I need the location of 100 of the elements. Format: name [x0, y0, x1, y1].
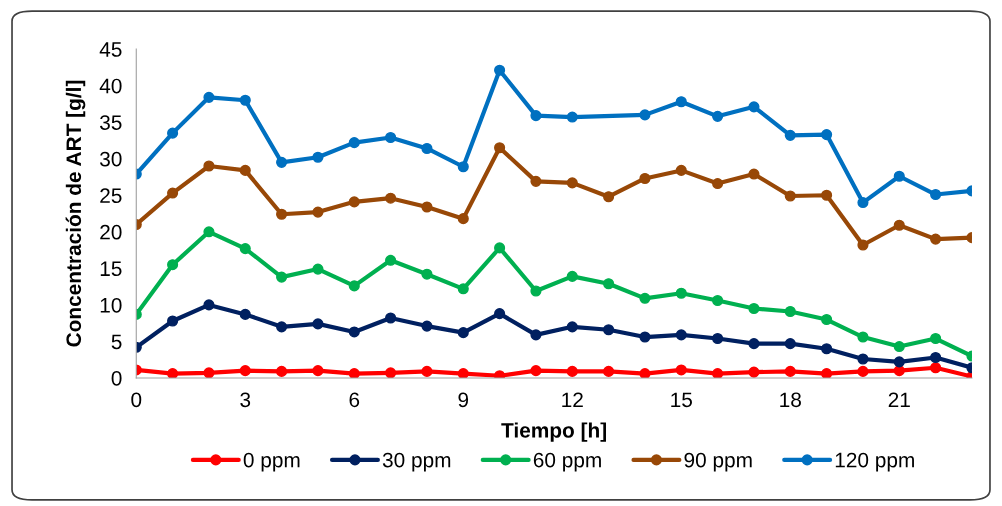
point	[857, 197, 869, 209]
point	[566, 270, 578, 282]
y-tick-label: 25	[100, 188, 122, 204]
point	[167, 127, 179, 139]
point	[784, 365, 796, 377]
point	[457, 213, 469, 225]
point	[276, 321, 288, 333]
point	[930, 332, 942, 345]
y-tick-label: 35	[100, 115, 122, 130]
point	[675, 164, 687, 176]
point	[385, 312, 397, 324]
point	[385, 254, 397, 266]
y-tick-label: 10	[100, 297, 122, 313]
y-tick-label: 40	[99, 78, 122, 94]
point	[748, 302, 760, 315]
point	[457, 368, 469, 378]
x-tick-label: 0	[131, 392, 142, 408]
x-tick-label: 12	[562, 392, 583, 407]
point	[203, 91, 215, 103]
y-tick-label: 45	[99, 42, 122, 57]
point	[603, 365, 615, 377]
point	[930, 351, 942, 364]
point	[494, 242, 506, 254]
point	[748, 366, 760, 378]
point	[530, 365, 542, 377]
point	[530, 285, 542, 297]
point	[639, 172, 651, 185]
point	[930, 233, 942, 245]
point	[239, 94, 251, 106]
point	[312, 151, 324, 163]
point	[203, 299, 215, 311]
point	[167, 187, 179, 199]
point	[348, 196, 360, 208]
point	[421, 142, 433, 155]
x-tick-label: 9	[458, 392, 469, 408]
point	[239, 308, 251, 320]
point	[603, 324, 615, 336]
point	[312, 318, 324, 330]
point	[385, 192, 397, 204]
point	[457, 161, 469, 173]
point	[239, 164, 251, 176]
point	[239, 243, 251, 255]
point	[893, 340, 905, 353]
legend-label: 60 ppm	[533, 452, 601, 472]
point	[566, 111, 578, 123]
point	[821, 343, 833, 355]
point	[675, 96, 687, 108]
point	[566, 321, 578, 333]
point	[203, 226, 215, 238]
y-tick-label: 0	[111, 370, 122, 386]
point	[784, 338, 796, 350]
point	[348, 137, 360, 149]
point	[857, 365, 869, 377]
point	[712, 178, 724, 190]
point	[639, 331, 651, 343]
point	[603, 278, 615, 290]
point	[639, 368, 651, 378]
point	[821, 129, 833, 141]
point	[784, 129, 796, 141]
point	[276, 365, 288, 377]
point	[494, 308, 506, 320]
y-tick-label: 20	[100, 224, 122, 240]
point	[276, 208, 288, 220]
point	[566, 365, 578, 377]
x-tick-label: 3	[240, 392, 251, 408]
point	[276, 156, 288, 168]
point	[494, 64, 506, 76]
point	[312, 263, 324, 275]
point	[312, 365, 324, 377]
y-tick-label: 30	[100, 151, 122, 167]
point	[748, 168, 760, 180]
point	[421, 201, 433, 213]
point	[385, 367, 397, 378]
point	[348, 280, 360, 292]
point	[675, 329, 687, 341]
point	[530, 329, 542, 341]
x-tick-label: 18	[780, 392, 801, 408]
point	[712, 368, 724, 378]
y-tick-label: 5	[111, 334, 122, 350]
point	[857, 353, 869, 365]
point	[893, 170, 905, 182]
point	[167, 368, 179, 378]
point	[312, 206, 324, 218]
point	[930, 362, 942, 374]
point	[566, 177, 578, 189]
point	[712, 332, 724, 345]
point	[276, 271, 288, 283]
point	[821, 313, 833, 326]
point	[784, 305, 796, 318]
point	[857, 331, 869, 343]
point	[712, 110, 724, 122]
point	[639, 109, 651, 121]
point	[421, 268, 433, 280]
point	[385, 131, 397, 144]
point	[784, 190, 796, 202]
y-tick-label: 15	[100, 261, 122, 277]
point	[821, 189, 833, 201]
point	[457, 327, 469, 339]
point	[675, 364, 687, 376]
point	[348, 368, 360, 378]
